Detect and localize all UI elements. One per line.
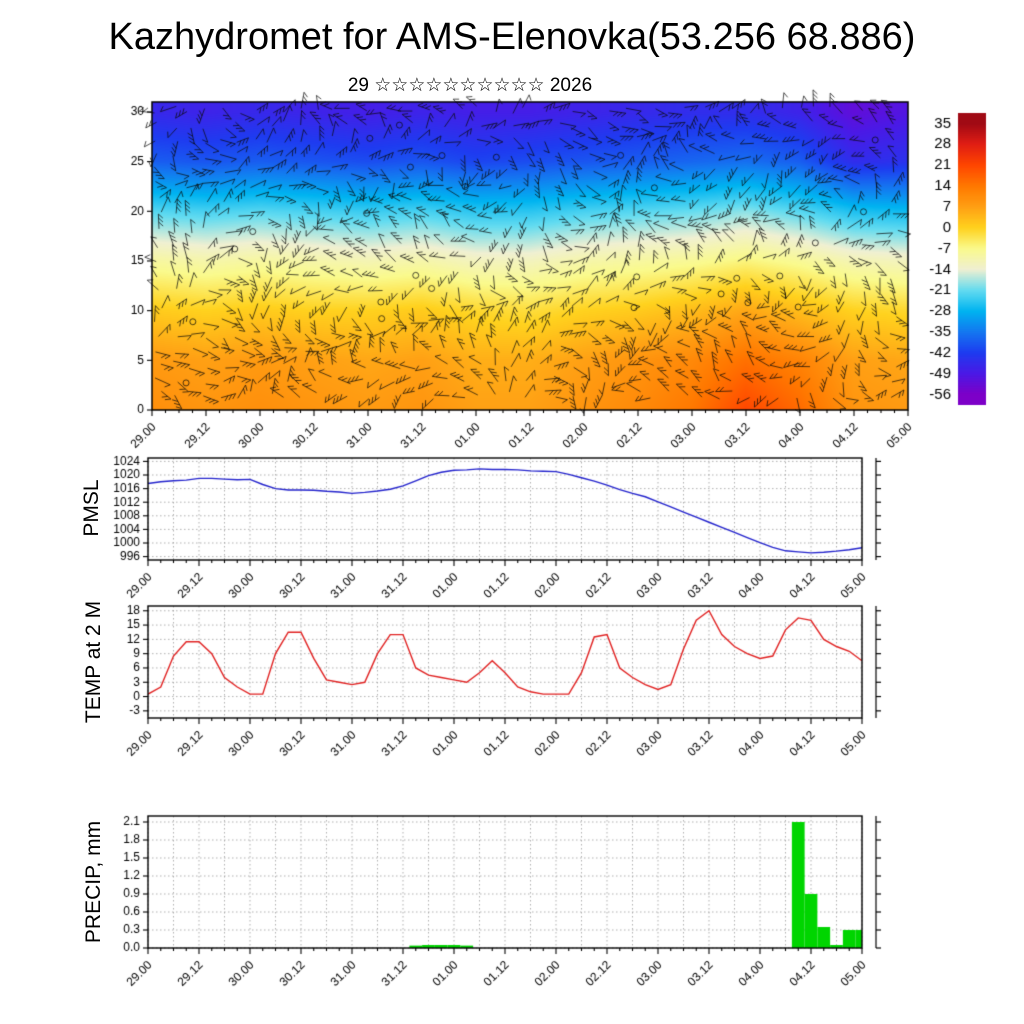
pmsl-chart <box>0 448 940 618</box>
temperature-colorbar <box>920 95 1024 425</box>
precip-chart <box>0 806 940 1006</box>
temperature-height-cross-section-chart <box>0 88 940 473</box>
page-title: Kazhydromet for AMS-Elenovka(53.256 68.8… <box>108 16 916 58</box>
temp2m-chart <box>0 596 940 776</box>
